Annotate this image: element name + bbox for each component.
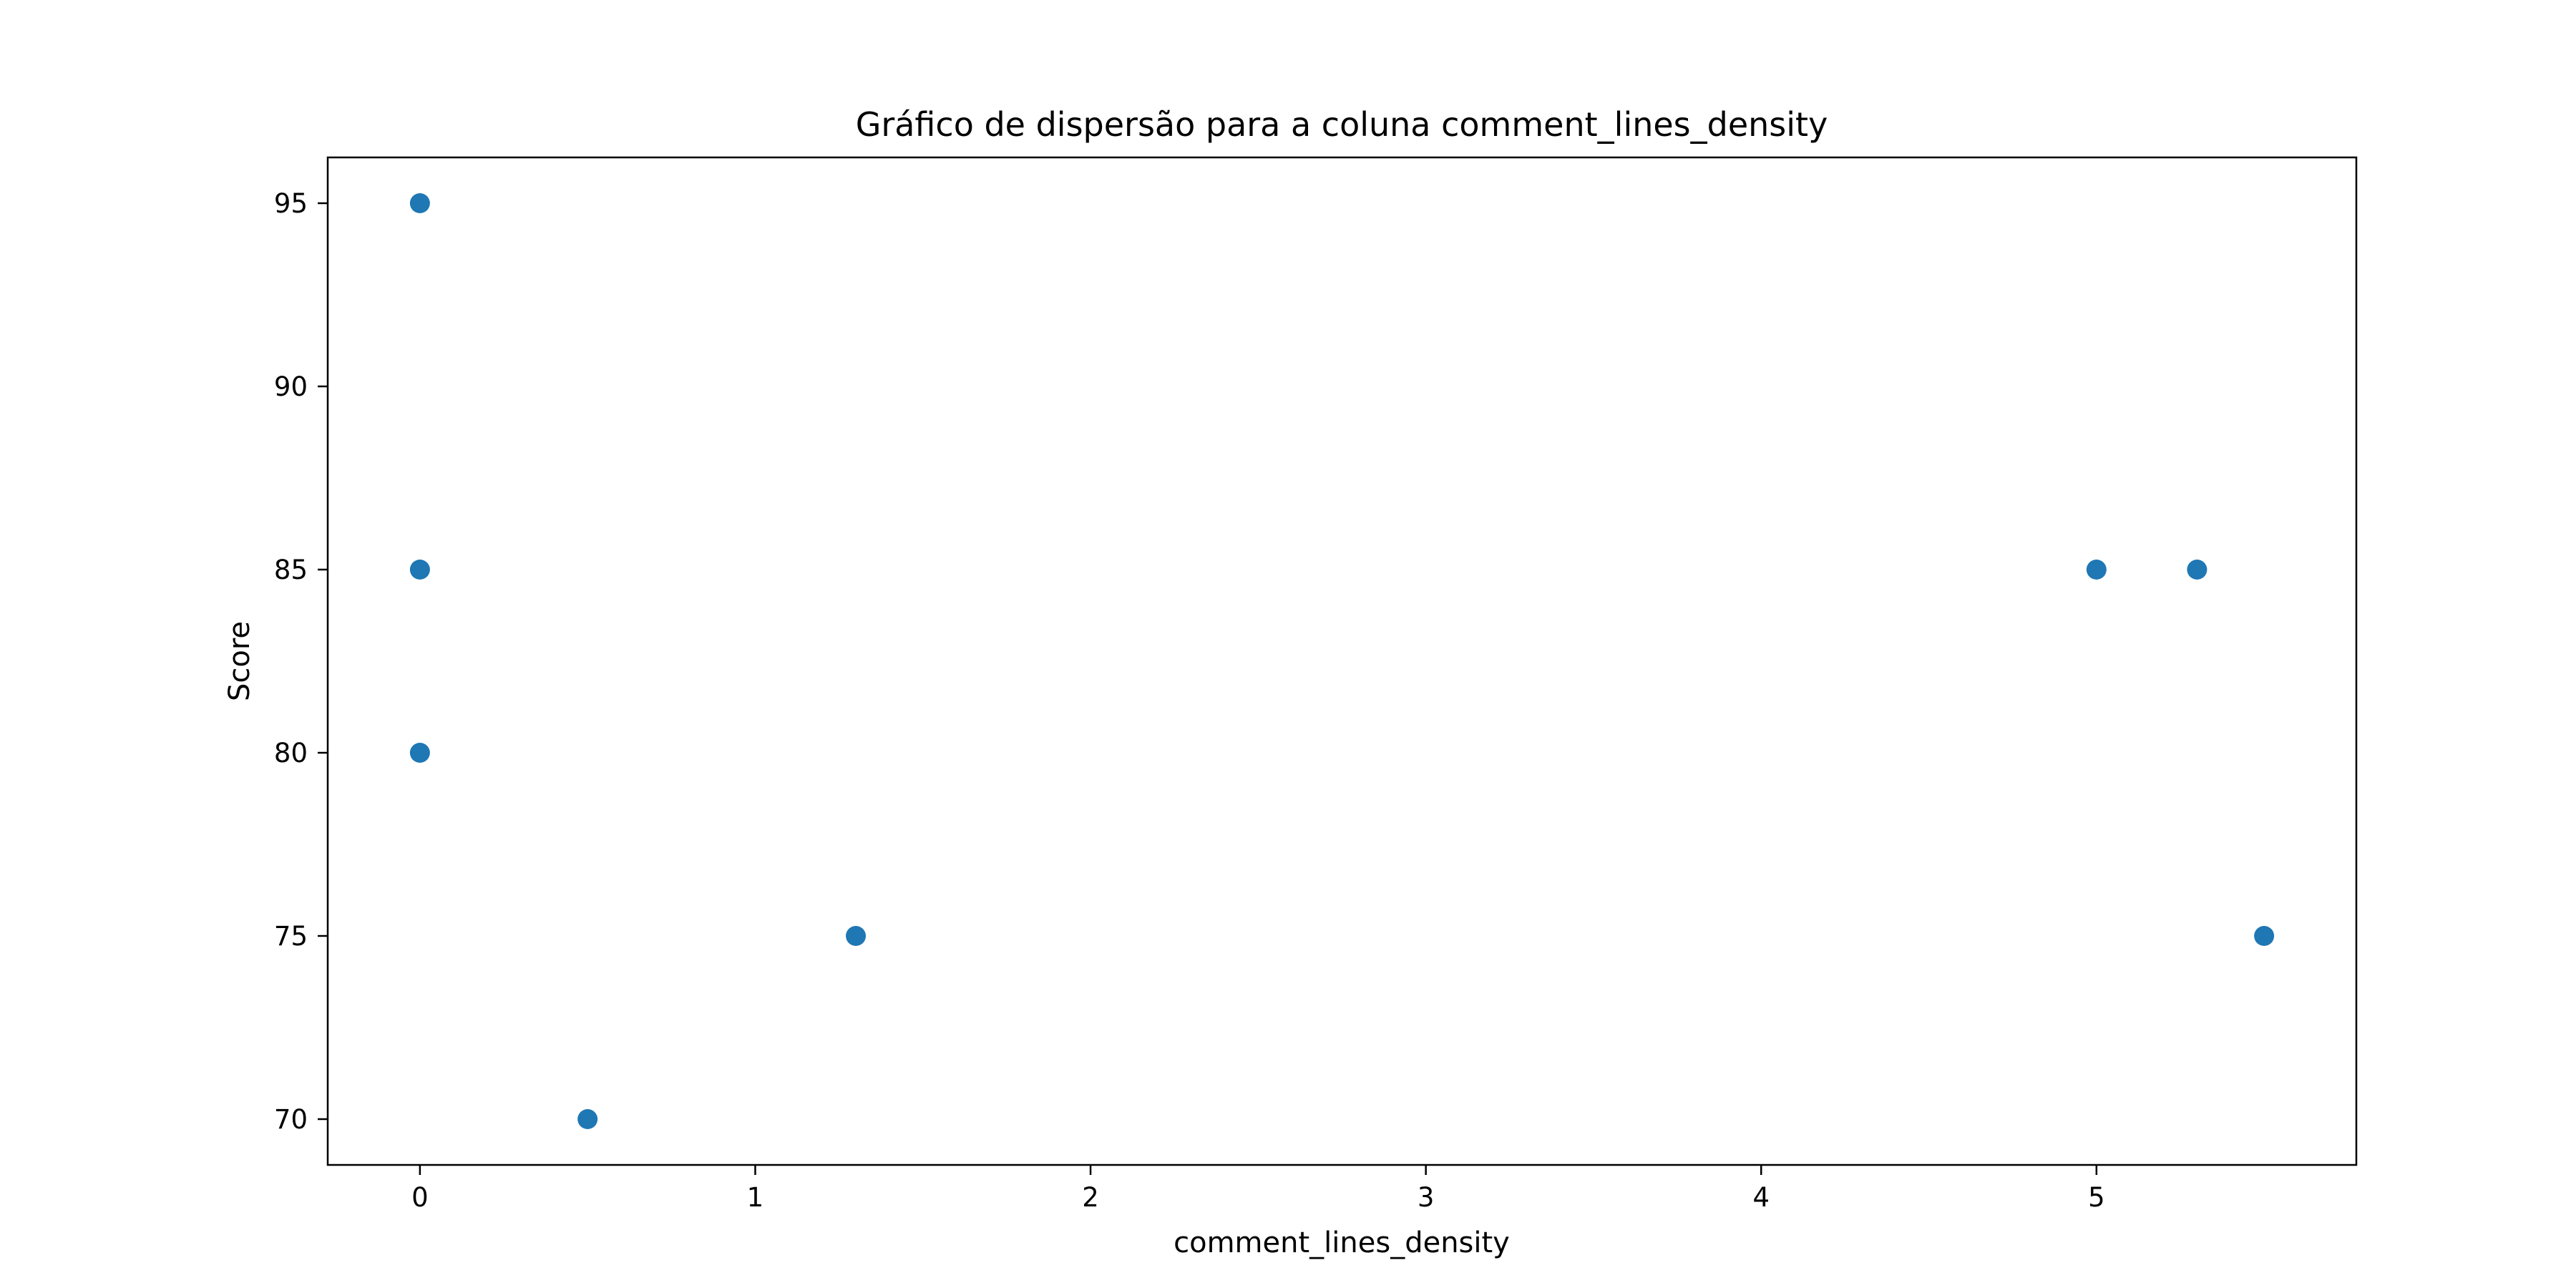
data-points	[409, 193, 2275, 1129]
x-tick-label: 2	[1082, 1182, 1099, 1213]
x-tick-label: 3	[1418, 1182, 1435, 1213]
scatter-point	[2254, 926, 2275, 946]
x-axis-label: comment_lines_density	[1174, 1226, 1510, 1259]
y-tick-label: 80	[274, 738, 308, 769]
scatter-point	[409, 560, 430, 580]
scatter-point	[577, 1109, 598, 1129]
y-tick-label: 95	[274, 188, 308, 219]
y-axis-label: Score	[223, 621, 256, 701]
y-tick-label: 85	[274, 555, 308, 585]
scatter-point	[2187, 560, 2207, 580]
y-tick-label: 90	[274, 371, 308, 402]
x-tick-label: 5	[2088, 1182, 2105, 1213]
scatter-point	[2086, 560, 2107, 580]
x-tick-label: 4	[1752, 1182, 1770, 1213]
scatter-point	[846, 926, 867, 946]
x-tick-label: 0	[411, 1182, 429, 1213]
axis-ticks: 0 1 2 3 4 5 70 75 80 85 90 95	[274, 188, 2105, 1213]
scatter-point	[409, 193, 430, 213]
y-tick-label: 75	[274, 921, 308, 952]
chart-title: Gráfico de dispersão para a coluna comme…	[856, 105, 1828, 144]
plot-area	[328, 157, 2356, 1165]
x-tick-label: 1	[747, 1182, 764, 1213]
scatter-point	[409, 743, 430, 763]
plot-frame	[326, 156, 2358, 1166]
y-tick-label: 70	[274, 1104, 308, 1135]
